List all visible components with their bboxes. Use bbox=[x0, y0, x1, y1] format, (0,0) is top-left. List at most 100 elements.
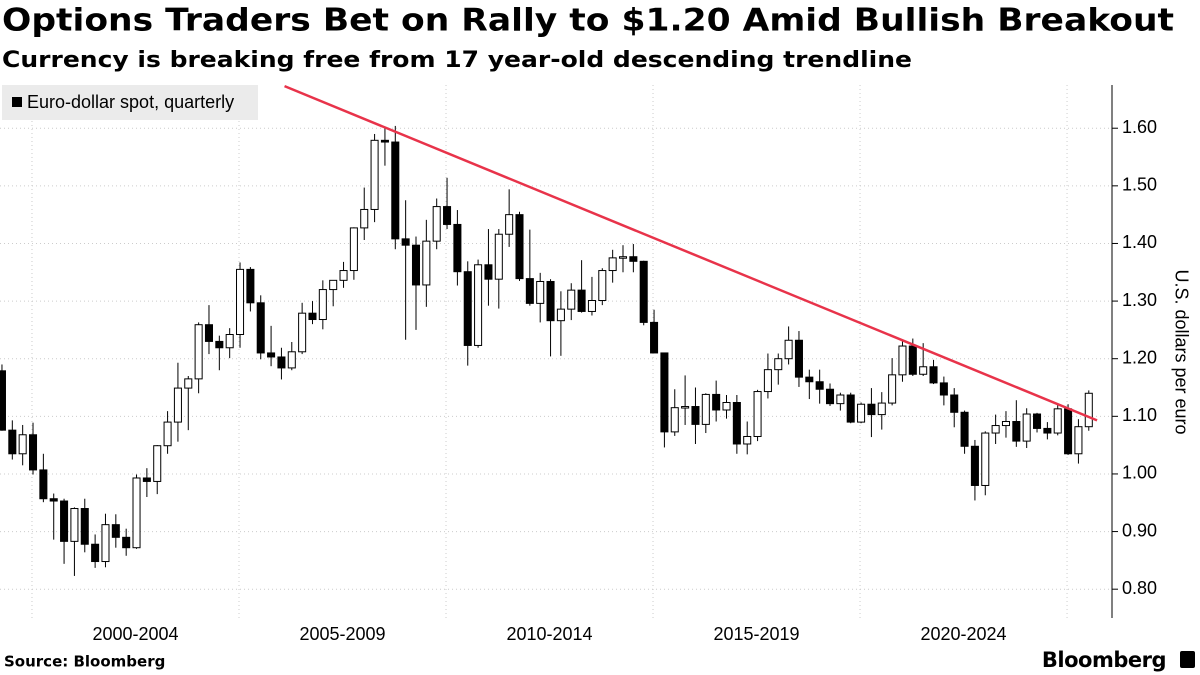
candle-body bbox=[1084, 392, 1093, 428]
candle-body bbox=[163, 421, 172, 447]
y-tick-label: 1.40 bbox=[1122, 232, 1157, 252]
candle-body bbox=[681, 406, 690, 409]
trendline bbox=[284, 84, 1098, 422]
candle-body bbox=[1053, 408, 1062, 434]
candle-body bbox=[215, 340, 224, 349]
y-tick-label: 1.10 bbox=[1122, 405, 1157, 425]
candle-body bbox=[246, 268, 255, 304]
candle-body bbox=[401, 238, 410, 246]
candle-body bbox=[794, 339, 803, 378]
candle-body bbox=[732, 401, 741, 445]
candle-body bbox=[287, 351, 296, 369]
candle-body bbox=[91, 543, 100, 563]
candle-body bbox=[380, 139, 389, 143]
candle-body bbox=[1043, 427, 1052, 434]
candle-body bbox=[474, 264, 483, 346]
candle-body bbox=[774, 358, 783, 371]
candle-body bbox=[991, 425, 1000, 434]
source: Source: Bloomberg bbox=[4, 653, 165, 671]
candle-body bbox=[515, 214, 524, 280]
candle-body bbox=[846, 394, 855, 423]
candle-body bbox=[318, 289, 327, 321]
candle-body bbox=[929, 366, 938, 384]
brand: Bloomberg bbox=[1042, 648, 1166, 672]
candle-body bbox=[981, 432, 990, 486]
candle-body bbox=[411, 244, 421, 286]
candle-body bbox=[370, 139, 379, 210]
brand-icon bbox=[1180, 651, 1195, 668]
candle-body bbox=[763, 369, 772, 393]
candle-body bbox=[919, 366, 928, 375]
candle-body bbox=[256, 302, 265, 354]
candle-body bbox=[784, 339, 793, 360]
candle-body bbox=[225, 334, 234, 349]
candle-body bbox=[1074, 426, 1083, 455]
candle-body bbox=[308, 312, 317, 321]
candle-body bbox=[194, 324, 203, 380]
legend-label: Euro-dollar spot, quarterly bbox=[27, 92, 234, 112]
candle-body bbox=[432, 206, 441, 242]
candle-body bbox=[1012, 421, 1021, 442]
y-tick-label: 1.30 bbox=[1122, 290, 1157, 310]
y-tick-label: 1.50 bbox=[1122, 175, 1157, 195]
candle-body bbox=[329, 279, 338, 291]
y-tick-label: 1.20 bbox=[1122, 347, 1157, 367]
candle-body bbox=[743, 435, 752, 445]
legend-box bbox=[2, 85, 258, 120]
x-tick-label: 2015-2019 bbox=[713, 624, 799, 644]
candle-body bbox=[1001, 421, 1010, 427]
candle-body bbox=[815, 381, 824, 390]
candle-body bbox=[712, 393, 721, 411]
candle-body bbox=[28, 434, 38, 471]
candle-body bbox=[111, 524, 120, 538]
candle-body bbox=[391, 141, 400, 240]
candle-body bbox=[805, 376, 814, 383]
candle-body bbox=[184, 378, 193, 389]
candle-body bbox=[753, 391, 762, 437]
candle-body bbox=[587, 300, 596, 312]
candle-body bbox=[877, 402, 886, 416]
candle-body bbox=[153, 445, 162, 482]
candle-body bbox=[650, 321, 659, 354]
candle-body bbox=[484, 264, 493, 280]
candle-body bbox=[536, 280, 545, 304]
candle-body bbox=[825, 388, 835, 405]
candle-body bbox=[349, 227, 358, 272]
candle-body bbox=[1064, 408, 1073, 455]
candle-body bbox=[39, 469, 48, 500]
candle-body bbox=[546, 280, 555, 322]
x-tick-label: 2005-2009 bbox=[299, 624, 385, 644]
candle-body bbox=[1033, 413, 1042, 429]
candle-body bbox=[298, 312, 307, 353]
candle-body bbox=[453, 223, 462, 273]
candle-body bbox=[49, 498, 58, 502]
candle-body bbox=[60, 500, 69, 542]
candle-body bbox=[567, 289, 576, 310]
candle-body bbox=[8, 429, 17, 455]
candle-body bbox=[101, 524, 110, 563]
candle-body bbox=[577, 289, 586, 312]
candle-body bbox=[339, 270, 348, 281]
candle-body bbox=[18, 434, 27, 455]
candle-body bbox=[70, 508, 79, 542]
candle-body bbox=[598, 270, 607, 302]
candle-body bbox=[722, 401, 731, 411]
candle-body bbox=[463, 271, 472, 346]
candle-body bbox=[939, 382, 948, 396]
candle-body bbox=[173, 387, 182, 423]
candle-body bbox=[505, 214, 514, 235]
candle-body bbox=[691, 406, 700, 425]
chart-subtitle: Currency is breaking free from 17 year-o… bbox=[2, 48, 912, 73]
x-tick-label: 2010-2014 bbox=[506, 624, 592, 644]
y-tick-label: 0.80 bbox=[1122, 578, 1157, 598]
candle-body bbox=[639, 260, 648, 323]
candle-body bbox=[422, 240, 431, 286]
candle-body bbox=[701, 393, 710, 425]
candle-body bbox=[236, 268, 245, 336]
x-tick-label: 2000-2004 bbox=[92, 624, 178, 644]
candle-body bbox=[1022, 413, 1031, 442]
candle-body bbox=[618, 256, 628, 259]
candle-body bbox=[670, 407, 679, 433]
candle-body bbox=[122, 536, 131, 549]
